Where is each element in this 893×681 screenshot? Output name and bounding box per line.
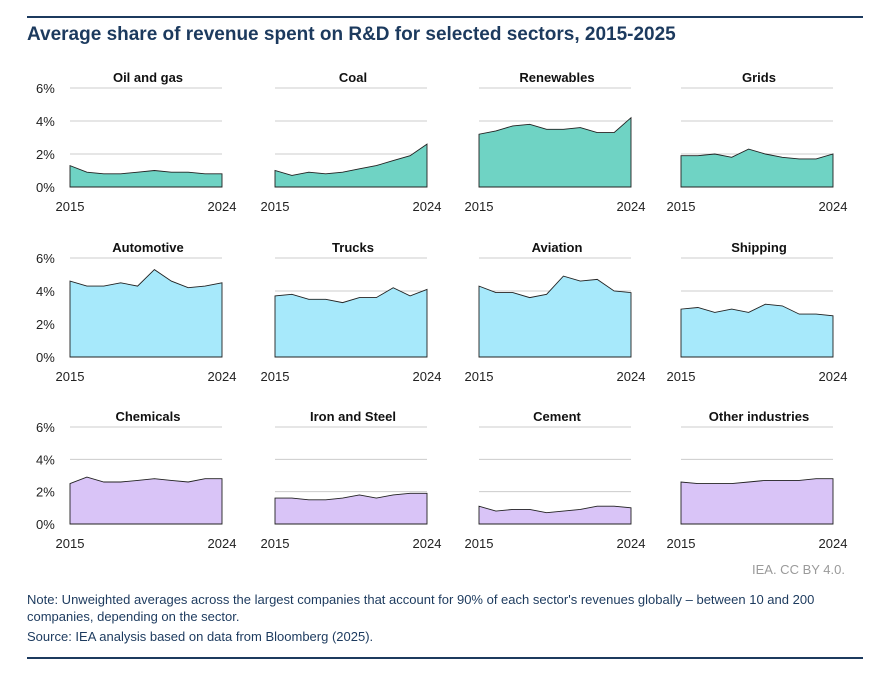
chart-title: Average share of revenue spent on R&D fo…	[27, 24, 676, 45]
oil-and-gas-area-series	[69, 164, 223, 188]
top-rule	[27, 16, 863, 18]
chemicals-ytick-label: 2%	[36, 485, 55, 500]
grids-area-series	[680, 148, 834, 188]
aviation-xtick-label-end: 2024	[617, 369, 646, 384]
automotive-ytick-label: 0%	[36, 350, 55, 365]
trucks-panel-title: Trucks	[332, 240, 374, 255]
chemicals-xtick-label-start: 2015	[56, 536, 85, 551]
iron-and-steel-xtick-label-start: 2015	[261, 536, 290, 551]
automotive-ytick-label: 2%	[36, 317, 55, 332]
chemicals-ytick-label: 0%	[36, 517, 55, 532]
other-industries-area-series	[680, 478, 834, 525]
oil-and-gas-ytick-label: 2%	[36, 147, 55, 162]
cement-xtick-label-start: 2015	[465, 536, 494, 551]
trucks-xtick-label-start: 2015	[261, 369, 290, 384]
grids-panel-title: Grids	[742, 70, 776, 85]
cement-panel-title: Cement	[533, 409, 581, 424]
chemicals-xtick-label-end: 2024	[208, 536, 237, 551]
shipping-xtick-label-start: 2015	[667, 369, 696, 384]
iron-and-steel-panel-title: Iron and Steel	[310, 409, 396, 424]
oil-and-gas-panel-title: Oil and gas	[113, 70, 183, 85]
renewables-xtick-label-end: 2024	[617, 199, 646, 214]
renewables-area-series	[478, 116, 632, 188]
other-industries-xtick-label-end: 2024	[819, 536, 848, 551]
shipping-panel-title: Shipping	[731, 240, 787, 255]
automotive-area-series	[69, 269, 223, 358]
oil-and-gas-ytick-label: 0%	[36, 180, 55, 195]
coal-panel-title: Coal	[339, 70, 367, 85]
cement-xtick-label-end: 2024	[617, 536, 646, 551]
trucks-xtick-label-end: 2024	[413, 369, 442, 384]
chemicals-area-series	[69, 476, 223, 525]
chemicals-ytick-label: 6%	[36, 420, 55, 435]
automotive-xtick-label-start: 2015	[56, 369, 85, 384]
automotive-ytick-label: 4%	[36, 284, 55, 299]
oil-and-gas-xtick-label-start: 2015	[56, 199, 85, 214]
grids-xtick-label-start: 2015	[667, 199, 696, 214]
iron-and-steel-xtick-label-end: 2024	[413, 536, 442, 551]
oil-and-gas-ytick-label: 6%	[36, 81, 55, 96]
other-industries-panel-title: Other industries	[709, 409, 809, 424]
credit-line: IEA. CC BY 4.0.	[752, 562, 845, 577]
bottom-rule	[27, 657, 863, 659]
shipping-xtick-label-end: 2024	[819, 369, 848, 384]
iron-and-steel-area-series	[274, 492, 428, 525]
aviation-panel-title: Aviation	[532, 240, 583, 255]
chemicals-ytick-label: 4%	[36, 452, 55, 467]
note-text: Note: Unweighted averages across the lar…	[27, 592, 815, 624]
coal-area-series	[274, 143, 428, 188]
renewables-panel-title: Renewables	[519, 70, 594, 85]
source-text: Source: IEA analysis based on data from …	[27, 629, 374, 644]
other-industries-xtick-label-start: 2015	[667, 536, 696, 551]
grids-xtick-label-end: 2024	[819, 199, 848, 214]
trucks-area-series	[274, 287, 428, 358]
aviation-area-series	[478, 275, 632, 358]
coal-xtick-label-start: 2015	[261, 199, 290, 214]
chemicals-panel-title: Chemicals	[115, 409, 180, 424]
cement-area-series	[478, 505, 632, 525]
coal-xtick-label-end: 2024	[413, 199, 442, 214]
renewables-xtick-label-start: 2015	[465, 199, 494, 214]
oil-and-gas-xtick-label-end: 2024	[208, 199, 237, 214]
automotive-panel-title: Automotive	[112, 240, 184, 255]
shipping-area-series	[680, 303, 834, 358]
automotive-xtick-label-end: 2024	[208, 369, 237, 384]
oil-and-gas-ytick-label: 4%	[36, 114, 55, 129]
aviation-xtick-label-start: 2015	[465, 369, 494, 384]
automotive-ytick-label: 6%	[36, 251, 55, 266]
